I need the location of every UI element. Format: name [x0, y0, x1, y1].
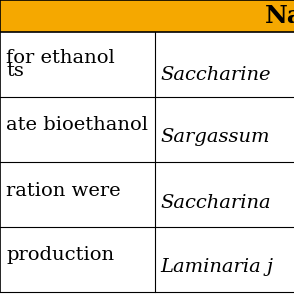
- Bar: [0, 227, 294, 292]
- Text: ate bioethanol: ate bioethanol: [6, 116, 148, 134]
- Text: production: production: [6, 246, 114, 265]
- Bar: [0, 162, 294, 227]
- Text: ts: ts: [6, 62, 24, 80]
- Bar: [0, 97, 294, 162]
- Text: Laminaria j: Laminaria j: [160, 258, 273, 276]
- Text: ration were: ration were: [6, 181, 121, 200]
- Bar: [0, 32, 294, 97]
- Text: Sargassum: Sargassum: [160, 128, 270, 146]
- Text: for ethanol: for ethanol: [6, 49, 115, 67]
- Text: Na: Na: [265, 4, 294, 28]
- Text: Saccharina: Saccharina: [160, 193, 270, 211]
- Bar: [0, 0, 294, 32]
- Text: Saccharine: Saccharine: [160, 66, 270, 83]
